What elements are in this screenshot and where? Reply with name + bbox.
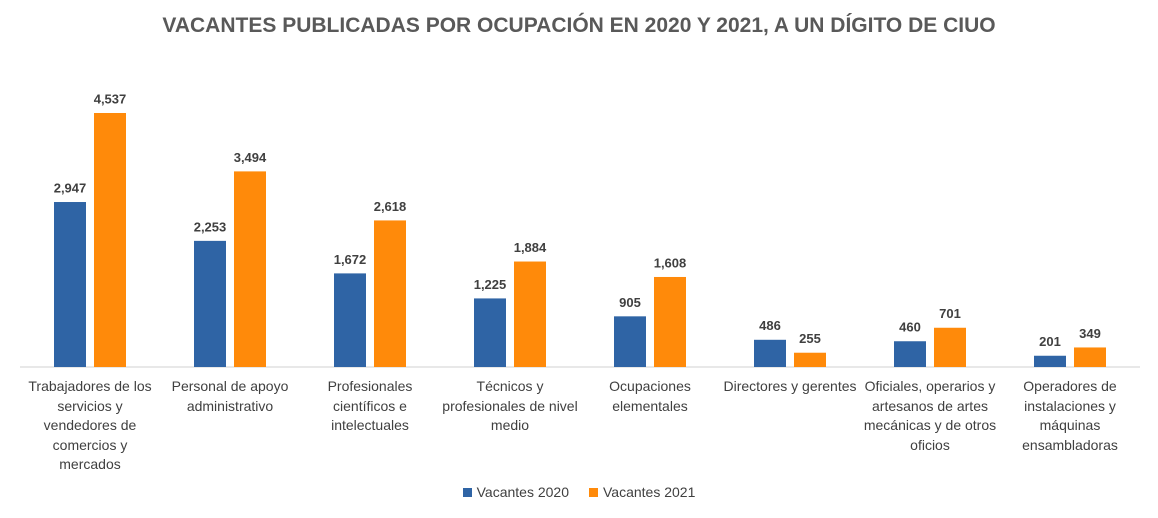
bar [94, 113, 126, 367]
value-label: 4,537 [94, 91, 127, 106]
bar [54, 202, 86, 367]
bar [194, 240, 226, 367]
value-label: 255 [799, 331, 821, 346]
bar [754, 339, 786, 367]
bar [514, 261, 546, 367]
bar [654, 276, 686, 367]
bar [934, 327, 966, 367]
legend-label: Vacantes 2020 [476, 484, 569, 500]
value-label: 460 [899, 320, 921, 335]
x-tick-label: Trabajadores de los servicios y vendedor… [28, 378, 152, 472]
x-tick-label: Ocupaciones elementales [609, 378, 691, 414]
bar [1074, 347, 1106, 367]
value-label: 2,253 [194, 219, 227, 234]
legend-item: Vacantes 2021 [589, 484, 695, 500]
value-label: 201 [1039, 334, 1061, 349]
value-label: 1,884 [514, 240, 547, 255]
x-tick-label: Profesionales científicos e intelectuale… [327, 378, 413, 433]
bar [234, 171, 266, 367]
value-label: 701 [939, 306, 961, 321]
x-tick-label: Personal de apoyo administrativo [171, 378, 289, 414]
value-label: 2,947 [54, 180, 87, 195]
x-tick-label: Técnicos y profesionales de nivel medio [442, 378, 578, 433]
bar [614, 316, 646, 367]
legend-label: Vacantes 2021 [603, 484, 696, 500]
x-tick-label: Directores y gerentes [723, 378, 857, 394]
bar [794, 352, 826, 367]
value-label: 486 [759, 318, 781, 333]
value-label: 2,618 [374, 199, 407, 214]
x-tick-label: Oficiales, operarios y artesanos de arte… [863, 378, 997, 453]
chart-title: VACANTES PUBLICADAS POR OCUPACIÓN EN 202… [162, 14, 996, 37]
value-label: 1,672 [334, 252, 367, 267]
bar [1034, 355, 1066, 367]
x-tick-label: Operadores de instalaciones y máquinas e… [1022, 378, 1118, 453]
legend-swatch [462, 487, 472, 497]
value-label: 905 [619, 295, 641, 310]
legend: Vacantes 2020 Vacantes 2021 [0, 484, 1158, 500]
value-label: 1,608 [654, 255, 687, 270]
legend-item: Vacantes 2020 [462, 484, 569, 500]
bar [374, 220, 406, 367]
bar [334, 273, 366, 367]
bar [894, 341, 926, 367]
value-label: 1,225 [474, 277, 507, 292]
bar [474, 298, 506, 367]
legend-swatch [589, 487, 598, 497]
value-label: 349 [1079, 326, 1101, 341]
value-label: 3,494 [234, 150, 267, 165]
